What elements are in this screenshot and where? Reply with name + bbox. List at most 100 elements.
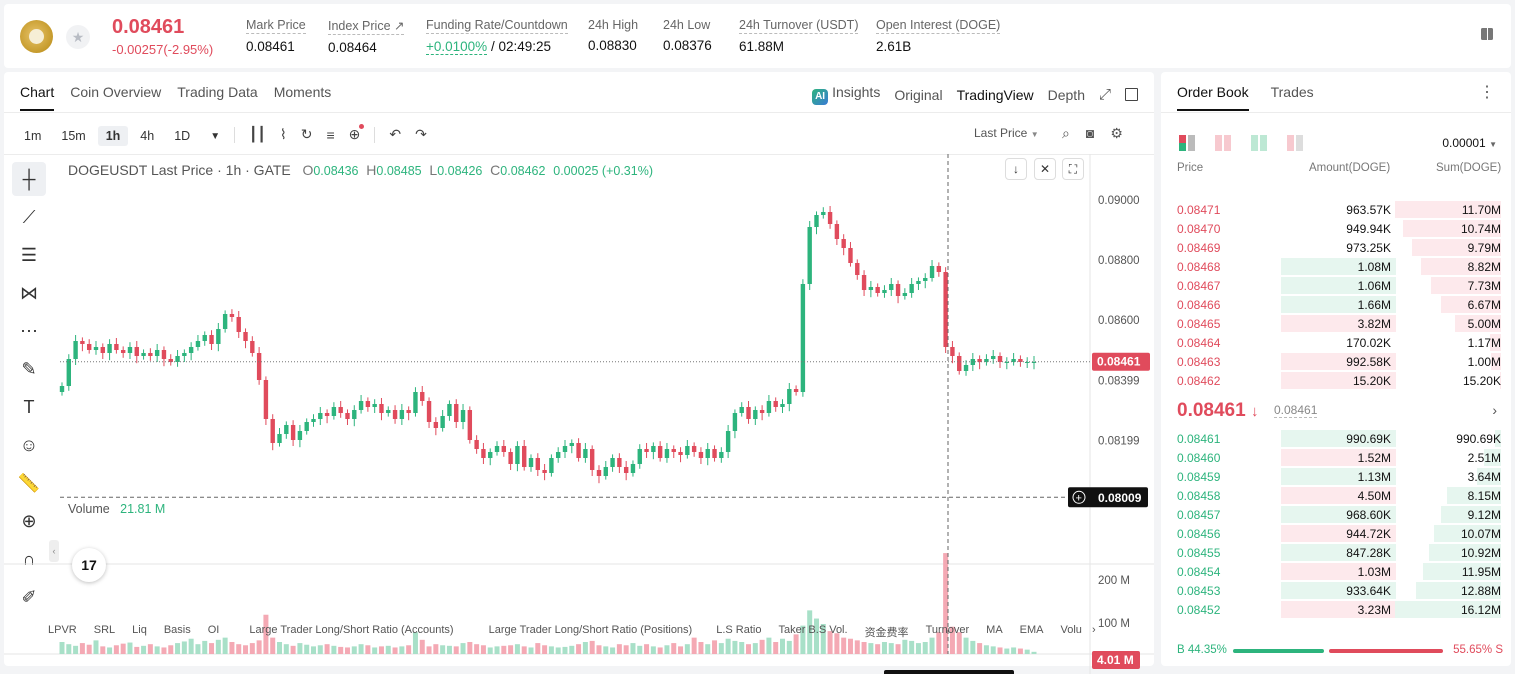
indicator-volume[interactable]: Volu	[1060, 624, 1082, 636]
indicator-ltlsr-accounts[interactable]: Large Trader Long/Short Ratio (Accounts)	[249, 624, 454, 636]
price-source-select[interactable]: Last Price ▼	[974, 126, 1039, 140]
timeframe-1d[interactable]: 1D	[174, 129, 191, 143]
indicator-ls-ratio[interactable]: L.S Ratio	[716, 624, 762, 636]
tab-moments[interactable]: Moments	[273, 84, 332, 100]
indicator-ma[interactable]: MA	[986, 624, 1003, 636]
emoji-tool-icon[interactable]: ☺	[19, 434, 39, 455]
indicator-ltlsr-positions[interactable]: Large Trader Long/Short Ratio (Positions…	[488, 624, 693, 636]
indicator-funding-rate[interactable]: 资金费率	[864, 627, 909, 639]
pattern-tool-icon[interactable]: ⋈	[20, 282, 38, 303]
indicator-turnover[interactable]: Turnover	[925, 624, 970, 636]
search-icon[interactable]: ⌕	[1062, 125, 1070, 141]
ask-row[interactable]: 0.08465 3.82M 5.00M	[1161, 314, 1511, 333]
gear-icon[interactable]: ⚙	[1110, 125, 1123, 141]
timeframe-4h[interactable]: 4h	[140, 129, 155, 143]
timeframe-1m[interactable]: 1m	[24, 129, 42, 143]
tab-original[interactable]: Original	[894, 86, 943, 103]
view-split-icon[interactable]	[1287, 135, 1303, 151]
undo-icon[interactable]: ↶	[389, 126, 402, 142]
ask-row[interactable]: 0.08466 1.66M 6.67M	[1161, 295, 1511, 314]
candle-type-icon[interactable]: ┃┃	[249, 126, 266, 142]
insights-button[interactable]: AI Insights	[812, 84, 880, 105]
crosshair-tool-icon[interactable]: ┼	[12, 162, 46, 196]
bid-row[interactable]: 0.08453 933.64K 12.88M	[1161, 581, 1511, 600]
tradingview-logo[interactable]: 17	[72, 548, 106, 582]
templates-icon[interactable]: ≡	[326, 126, 335, 143]
redo-icon[interactable]: ↷	[415, 126, 427, 142]
stat-index-price[interactable]: Index Price ↗ 0.08464	[328, 18, 405, 55]
bid-row[interactable]: 0.08459 1.13M 3.64M	[1161, 467, 1511, 486]
bid-row[interactable]: 0.08452 3.23M 16.12M	[1161, 600, 1511, 619]
ruler-tool-icon[interactable]: 📏	[17, 472, 41, 493]
ask-row[interactable]: 0.08462 15.20K 15.20K	[1161, 371, 1511, 390]
order-sum: 8.82M	[1467, 260, 1501, 274]
replay-icon[interactable]: ↻	[300, 126, 313, 142]
price-chart[interactable]: 0.09000 0.08800 0.08600 0.08399 0.08199 0.084…	[4, 154, 1154, 674]
pencil-tool-icon[interactable]: ✐	[21, 586, 37, 607]
stat-24h-turnover[interactable]: 24h Turnover (USDT) 61.88M	[739, 18, 859, 54]
ask-row[interactable]: 0.08468 1.08M 8.82M	[1161, 257, 1511, 276]
volume-bar	[127, 642, 133, 654]
tab-trades[interactable]: Trades	[1270, 84, 1314, 100]
bid-row[interactable]: 0.08458 4.50M 8.15M	[1161, 486, 1511, 505]
ask-row[interactable]: 0.08463 992.58K 1.00M	[1161, 352, 1511, 371]
indicator-oi[interactable]: OI	[207, 624, 220, 636]
view-asks-icon[interactable]	[1251, 135, 1267, 151]
view-bids-icon[interactable]	[1215, 135, 1231, 151]
indicator-basis[interactable]: Basis	[163, 624, 191, 636]
indicator-ema[interactable]: EMA	[1019, 624, 1044, 636]
indicator-taker-vol[interactable]: Taker B.S Vol.	[778, 624, 848, 636]
arrow-down-icon[interactable]: ↓	[1005, 158, 1027, 180]
brush-tool-icon[interactable]: ✎	[21, 358, 37, 379]
tab-order-book[interactable]: Order Book	[1177, 84, 1249, 111]
indicator-liq[interactable]: Liq	[132, 624, 147, 636]
fib-tool-icon[interactable]: ⋯	[20, 320, 38, 341]
precision-select[interactable]: 0.00001 ▼	[1442, 136, 1497, 150]
window-icon[interactable]	[1125, 88, 1138, 101]
more-menu-icon[interactable]: ⋮	[1479, 84, 1495, 101]
stat-funding-rate[interactable]: Funding Rate/Countdown +0.0100% / 02:49:…	[426, 18, 568, 55]
ask-row[interactable]: 0.08469 973.25K 9.79M	[1161, 238, 1511, 257]
ask-row[interactable]: 0.08464 170.02K 1.17M	[1161, 333, 1511, 352]
indicator-chart-icon[interactable]: ⌇	[279, 126, 287, 142]
bid-row[interactable]: 0.08455 847.28K 10.92M	[1161, 543, 1511, 562]
camera-icon[interactable]: ◙	[1085, 125, 1095, 141]
chevron-down-icon: ▼	[1489, 140, 1497, 149]
indicator-lpvr[interactable]: LPVR	[48, 624, 77, 636]
chevron-right-icon[interactable]: ›	[1091, 624, 1096, 636]
timeframe-1h[interactable]: 1h	[97, 126, 129, 146]
view-both-icon[interactable]	[1179, 135, 1195, 151]
fullscreen-icon[interactable]: ⛶	[1062, 158, 1084, 180]
stat-mark-price[interactable]: Mark Price 0.08461	[246, 18, 306, 54]
trendline-tool-icon[interactable]: ⟋	[22, 206, 36, 227]
bid-row[interactable]: 0.08461 990.69K 990.69K	[1161, 429, 1511, 448]
expand-icon[interactable]: ⤢	[1098, 86, 1111, 103]
timeframe-15m[interactable]: 15m	[61, 129, 86, 143]
zoom-in-tool-icon[interactable]: ⊕	[21, 510, 37, 531]
indicator-srl[interactable]: SRL	[93, 624, 116, 636]
chevron-right-icon[interactable]: ›	[1492, 402, 1497, 418]
tab-coin-overview[interactable]: Coin Overview	[70, 84, 162, 100]
collapse-icon[interactable]: ✕	[1034, 158, 1056, 180]
candle	[352, 410, 357, 419]
ask-row[interactable]: 0.08471 963.57K 11.70M	[1161, 200, 1511, 219]
book-icon[interactable]	[1479, 26, 1495, 42]
bid-row[interactable]: 0.08454 1.03M 11.95M	[1161, 562, 1511, 581]
bid-row[interactable]: 0.08460 1.52M 2.51M	[1161, 448, 1511, 467]
tab-chart[interactable]: Chart	[20, 84, 55, 111]
timeframe-dropdown-icon[interactable]: ▼	[210, 130, 221, 142]
favorite-star-icon[interactable]: ★	[66, 25, 90, 49]
add-indicator-icon[interactable]: ⊕	[349, 124, 365, 143]
tab-trading-data[interactable]: Trading Data	[177, 84, 258, 100]
stat-open-interest[interactable]: Open Interest (DOGE) 2.61B	[876, 18, 1001, 54]
volume-bar	[256, 640, 262, 654]
tab-tradingview[interactable]: TradingView	[956, 86, 1034, 103]
bid-row[interactable]: 0.08456 944.72K 10.07M	[1161, 524, 1511, 543]
ask-row[interactable]: 0.08467 1.06M 7.73M	[1161, 276, 1511, 295]
collapse-toolbar-icon[interactable]: ‹	[49, 540, 59, 562]
ask-row[interactable]: 0.08470 949.94K 10.74M	[1161, 219, 1511, 238]
tab-depth[interactable]: Depth	[1047, 86, 1085, 103]
horizontal-lines-tool-icon[interactable]: ☰	[20, 244, 38, 265]
bid-row[interactable]: 0.08457 968.60K 9.12M	[1161, 505, 1511, 524]
text-tool-icon[interactable]: T	[23, 396, 35, 417]
